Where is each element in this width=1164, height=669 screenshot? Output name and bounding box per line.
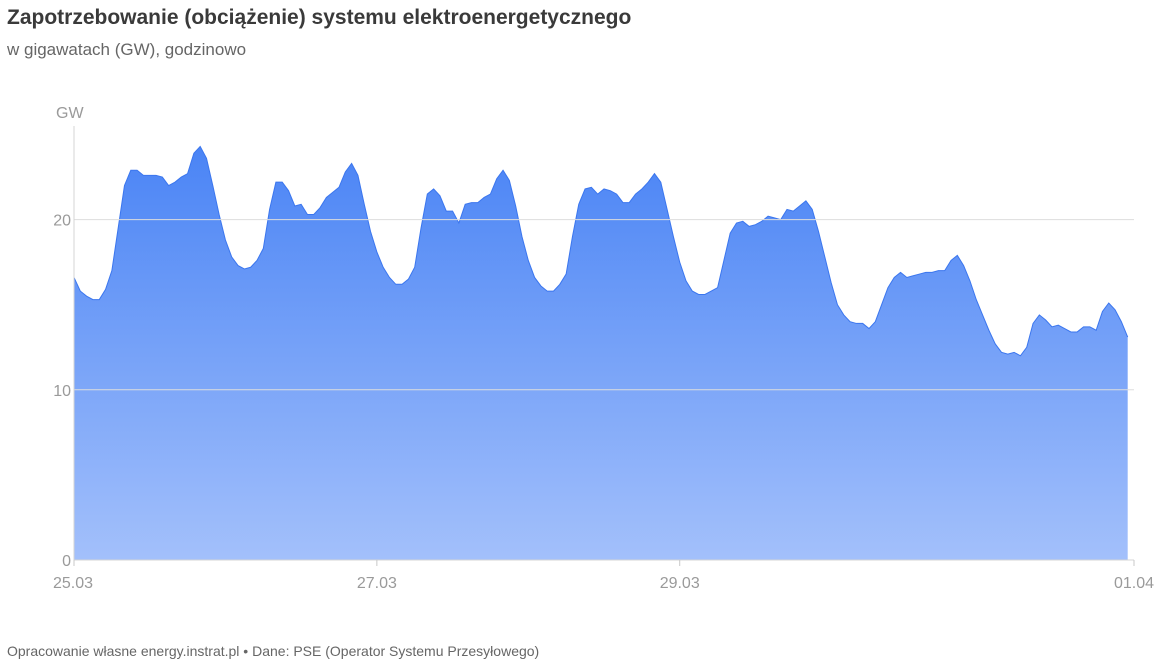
chart-source-note: Opracowanie własne energy.instrat.pl • D… bbox=[7, 643, 540, 659]
x-tick-label: 27.03 bbox=[357, 575, 397, 592]
y-tick-label: 20 bbox=[53, 213, 71, 230]
y-axis-label: GW bbox=[56, 105, 84, 122]
demand-line bbox=[73, 145, 1129, 357]
chart-title: Zapotrzebowanie (obciążenie) systemu ele… bbox=[7, 6, 632, 29]
demand-area bbox=[74, 146, 1128, 561]
x-tick-label: 25.03 bbox=[53, 575, 93, 592]
chart-subtitle: w gigawatach (GW), godzinowo bbox=[7, 40, 247, 59]
x-tick-label: 29.03 bbox=[660, 575, 700, 592]
x-tick-label: 01.04 bbox=[1114, 575, 1154, 592]
y-tick-label: 0 bbox=[62, 553, 71, 570]
y-tick-label: 10 bbox=[53, 383, 71, 400]
